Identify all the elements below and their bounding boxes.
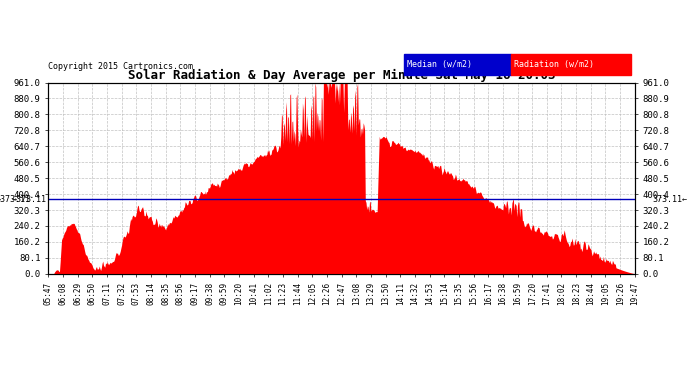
Text: Copyright 2015 Cartronics.com: Copyright 2015 Cartronics.com [48,62,193,71]
Text: →373.11: →373.11 [12,195,47,204]
Text: Radiation (w/m2): Radiation (w/m2) [514,60,594,69]
Title: Solar Radiation & Day Average per Minute Sat May 16 20:03: Solar Radiation & Day Average per Minute… [128,69,555,82]
Text: 373.11←: 373.11← [653,195,687,204]
Text: →373.11: →373.11 [0,195,30,204]
Text: Median (w/m2): Median (w/m2) [407,60,472,69]
